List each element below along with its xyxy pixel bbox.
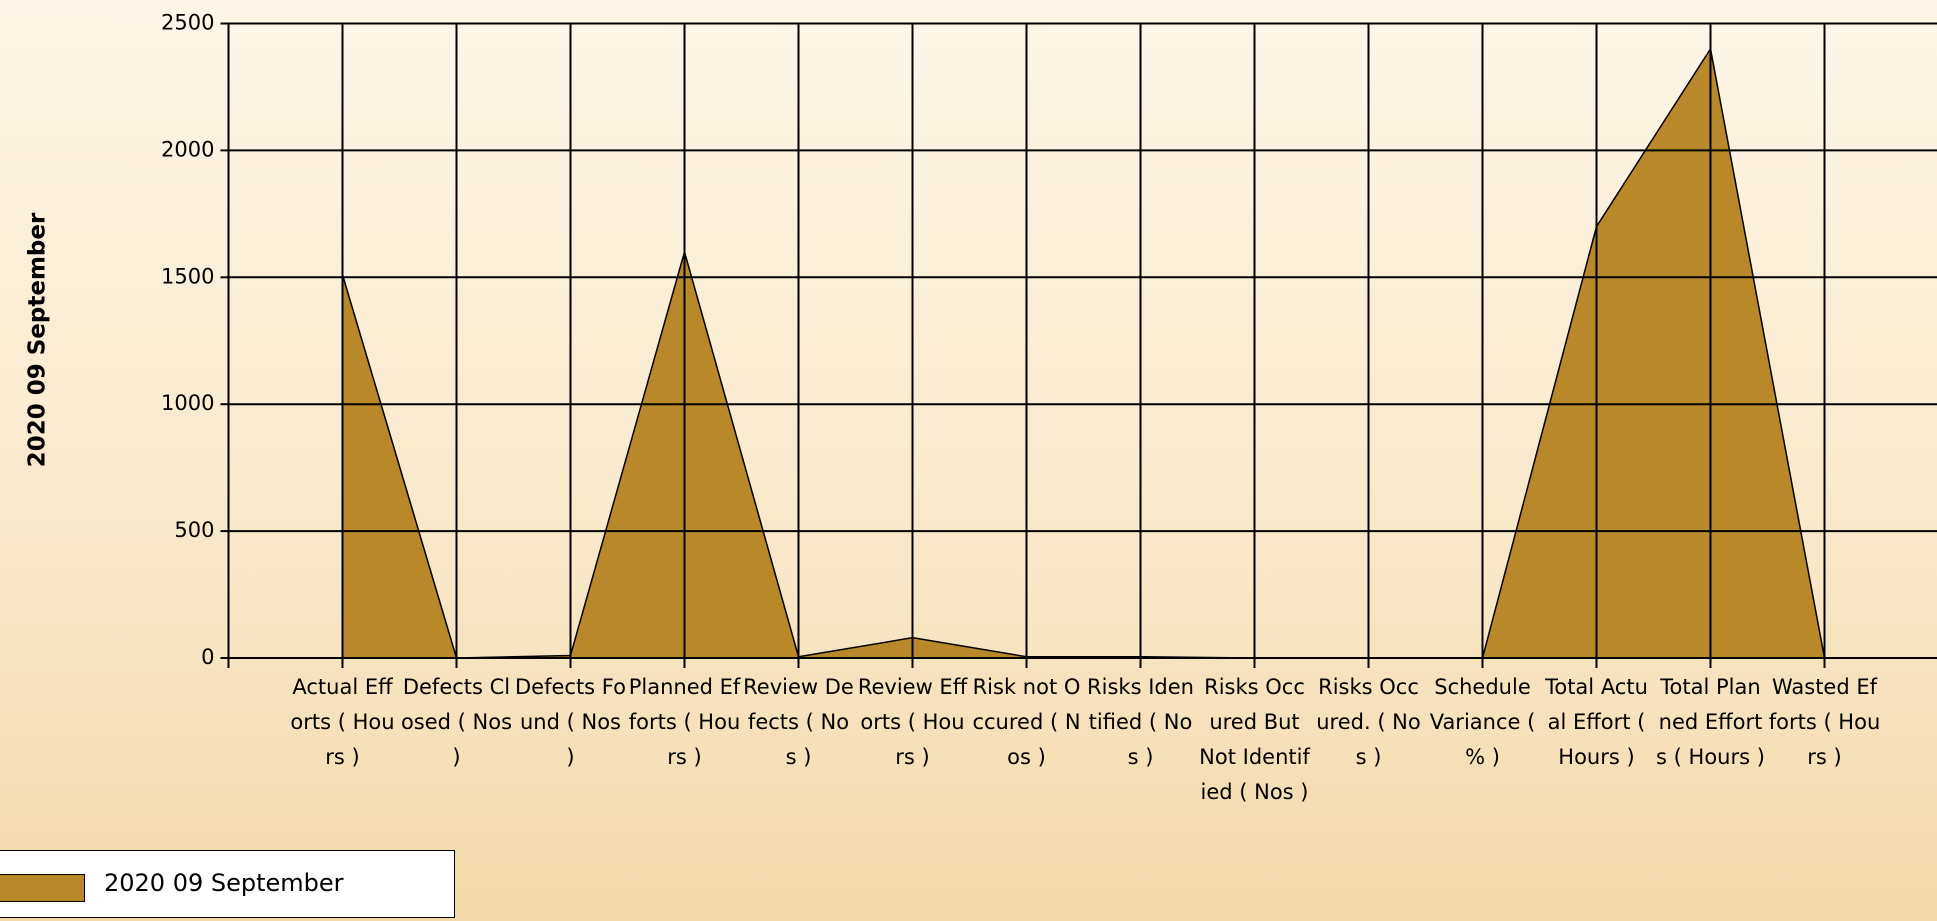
y-axis-label: 2020 09 September — [25, 212, 51, 467]
x-tick-label: Total Actual Effort ( Hours ) — [1545, 675, 1648, 769]
x-tick-label: Defects Closed ( Nos ) — [400, 675, 513, 769]
x-tick-label: Risk not Occured ( Nos ) — [972, 675, 1081, 769]
x-tick-label: Risks Occured. ( Nos ) — [1316, 675, 1421, 769]
y-tick-label: 1000 — [161, 391, 214, 415]
x-tick-label: Risks Identified ( Nos ) — [1087, 675, 1194, 769]
legend: 2020 09 September — [0, 850, 455, 918]
x-tick-label: Review Defects ( Nos ) — [743, 675, 854, 769]
x-tick-label: Actual Efforts ( Hours ) — [290, 675, 395, 769]
y-tick-label: 0 — [201, 645, 214, 669]
y-tick-label: 2000 — [161, 137, 214, 161]
legend-label: 2020 09 September — [104, 869, 344, 897]
x-tick-label: Planned Efforts ( Hours ) — [628, 675, 741, 769]
y-tick-label: 500 — [174, 518, 214, 542]
area — [341, 46, 1826, 659]
x-tick-label: Risks Occured But Not Identified ( Nos ) — [1199, 675, 1310, 804]
x-tick-label: Defects Found ( Nos ) — [515, 675, 626, 769]
y-tick-label: 2500 — [161, 11, 214, 35]
x-tick-label: Total Planned Efforts ( Hours ) — [1656, 675, 1765, 769]
x-tick-label: Review Efforts ( Hours ) — [857, 675, 968, 769]
legend-swatch — [0, 874, 85, 902]
y-tick-label: 1500 — [161, 264, 214, 288]
x-tick-label: Schedule Variance ( % ) — [1429, 675, 1536, 769]
x-tick-label: Wasted Efforts ( Hours ) — [1768, 675, 1881, 769]
